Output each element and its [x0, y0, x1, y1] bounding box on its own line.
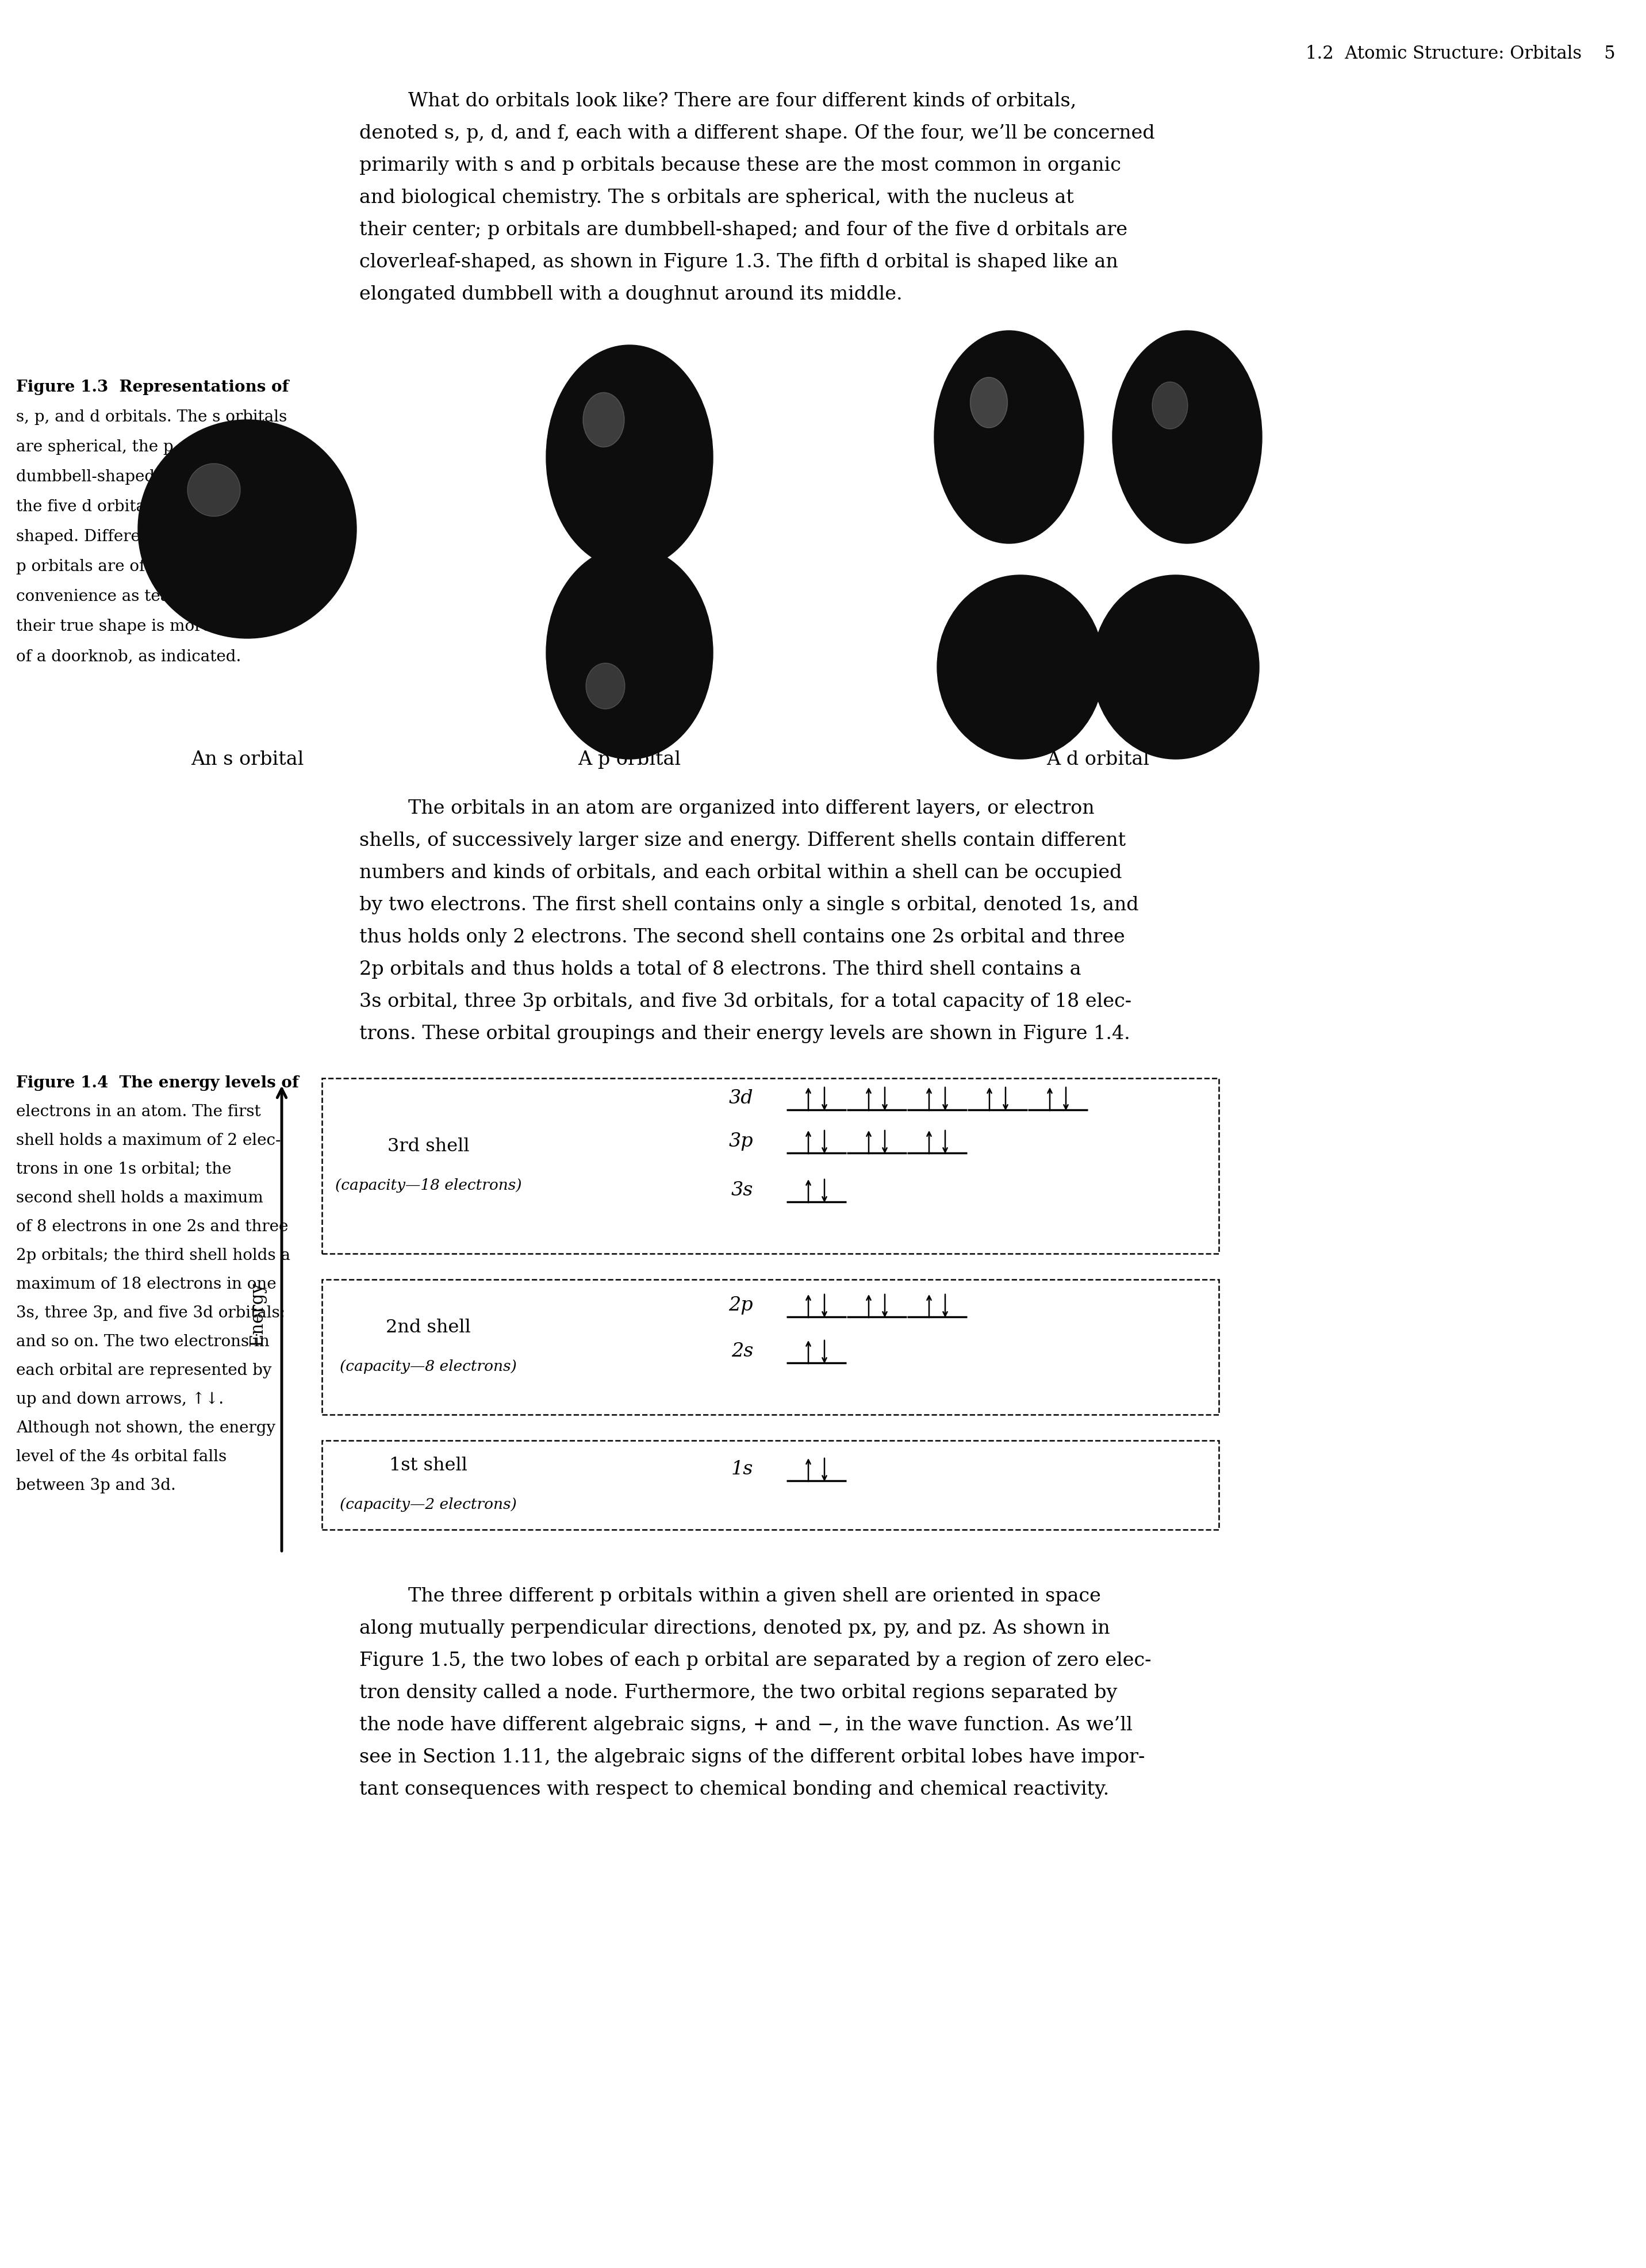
- Text: Figure 1.5, the two lobes of each p orbital are separated by a region of zero el: Figure 1.5, the two lobes of each p orbi…: [359, 1651, 1151, 1669]
- Text: An s orbital: An s orbital: [191, 751, 303, 769]
- Text: are spherical, the p orbitals are: are spherical, the p orbitals are: [16, 440, 272, 456]
- Text: 1st shell: 1st shell: [388, 1456, 467, 1474]
- Text: trons in one 1s orbital; the: trons in one 1s orbital; the: [16, 1161, 232, 1177]
- Text: trons. These orbital groupings and their energy levels are shown in Figure 1.4.: trons. These orbital groupings and their…: [359, 1025, 1131, 1043]
- Text: electrons in an atom. The first: electrons in an atom. The first: [16, 1105, 260, 1120]
- Text: of a doorknob, as indicated.: of a doorknob, as indicated.: [16, 649, 240, 665]
- Text: 3p: 3p: [729, 1132, 754, 1150]
- Ellipse shape: [969, 376, 1007, 429]
- Text: (capacity—8 electrons): (capacity—8 electrons): [339, 1359, 517, 1374]
- Ellipse shape: [546, 547, 713, 760]
- Text: 3d: 3d: [729, 1089, 754, 1107]
- Text: thus holds only 2 electrons. The second shell contains one 2s orbital and three: thus holds only 2 electrons. The second …: [359, 928, 1124, 946]
- Text: numbers and kinds of orbitals, and each orbital within a shell can be occupied: numbers and kinds of orbitals, and each …: [359, 864, 1123, 882]
- Text: tron density called a node. Furthermore, the two orbital regions separated by: tron density called a node. Furthermore,…: [359, 1683, 1118, 1703]
- Ellipse shape: [1093, 576, 1259, 760]
- Ellipse shape: [937, 576, 1104, 760]
- Text: the five d orbitals are cloverleaf-: the five d orbitals are cloverleaf-: [16, 499, 280, 515]
- Text: (capacity—2 electrons): (capacity—2 electrons): [339, 1497, 517, 1513]
- Text: their center; p orbitals are dumbbell-shaped; and four of the five d orbitals ar: their center; p orbitals are dumbbell-sh…: [359, 220, 1128, 238]
- Text: dumbbell-shaped, and four of: dumbbell-shaped, and four of: [16, 469, 253, 485]
- Text: 3s: 3s: [731, 1182, 754, 1200]
- Ellipse shape: [583, 392, 624, 447]
- Text: along mutually perpendicular directions, denoted px, py, and pz. As shown in: along mutually perpendicular directions,…: [359, 1619, 1109, 1637]
- Text: 2s: 2s: [731, 1343, 754, 1361]
- Text: denoted s, p, d, and f, each with a different shape. Of the four, we’ll be conce: denoted s, p, d, and f, each with a diff…: [359, 125, 1155, 143]
- Text: A p orbital: A p orbital: [578, 751, 681, 769]
- Text: 1.2  Atomic Structure: Orbitals    5: 1.2 Atomic Structure: Orbitals 5: [1305, 45, 1615, 64]
- Text: each orbital are represented by: each orbital are represented by: [16, 1363, 272, 1379]
- Text: 2p orbitals; the third shell holds a: 2p orbitals; the third shell holds a: [16, 1247, 290, 1263]
- Text: 1s: 1s: [731, 1461, 754, 1479]
- Text: The three different p orbitals within a given shell are oriented in space: The three different p orbitals within a …: [359, 1588, 1101, 1606]
- Ellipse shape: [586, 662, 625, 710]
- Text: elongated dumbbell with a doughnut around its middle.: elongated dumbbell with a doughnut aroun…: [359, 286, 902, 304]
- Text: and biological chemistry. The s orbitals are spherical, with the nucleus at: and biological chemistry. The s orbitals…: [359, 188, 1073, 206]
- Text: s, p, and d orbitals. The s orbitals: s, p, and d orbitals. The s orbitals: [16, 411, 286, 424]
- Text: shells, of successively larger size and energy. Different shells contain differe: shells, of successively larger size and …: [359, 832, 1126, 850]
- Ellipse shape: [1113, 331, 1262, 544]
- Ellipse shape: [1152, 381, 1188, 429]
- Text: the node have different algebraic signs, + and −, in the wave function. As we’ll: the node have different algebraic signs,…: [359, 1717, 1132, 1735]
- Text: shaped. Different lobes of: shaped. Different lobes of: [16, 528, 226, 544]
- Text: Although not shown, the energy: Although not shown, the energy: [16, 1420, 275, 1436]
- Text: maximum of 18 electrons in one: maximum of 18 electrons in one: [16, 1277, 277, 1293]
- Text: and so on. The two electrons in: and so on. The two electrons in: [16, 1334, 270, 1349]
- Text: tant consequences with respect to chemical bonding and chemical reactivity.: tant consequences with respect to chemic…: [359, 1780, 1109, 1799]
- Ellipse shape: [935, 331, 1083, 544]
- Text: p orbitals are often drawn for: p orbitals are often drawn for: [16, 558, 255, 574]
- Text: Energy: Energy: [249, 1281, 267, 1345]
- Text: convenience as teardrops, but: convenience as teardrops, but: [16, 590, 260, 603]
- Ellipse shape: [546, 345, 713, 569]
- Bar: [323, 1440, 1218, 1529]
- Text: primarily with s and p orbitals because these are the most common in organic: primarily with s and p orbitals because …: [359, 156, 1121, 175]
- Text: by two electrons. The first shell contains only a single s orbital, denoted 1s, : by two electrons. The first shell contai…: [359, 896, 1139, 914]
- Text: cloverleaf-shaped, as shown in Figure 1.3. The fifth d orbital is shaped like an: cloverleaf-shaped, as shown in Figure 1.…: [359, 254, 1118, 272]
- Text: level of the 4s orbital falls: level of the 4s orbital falls: [16, 1449, 227, 1465]
- Text: their true shape is more like that: their true shape is more like that: [16, 619, 283, 635]
- Text: Figure 1.3  Representations of: Figure 1.3 Representations of: [16, 379, 290, 395]
- Text: 3s orbital, three 3p orbitals, and five 3d orbitals, for a total capacity of 18 : 3s orbital, three 3p orbitals, and five …: [359, 993, 1131, 1012]
- Text: (capacity—18 electrons): (capacity—18 electrons): [336, 1179, 522, 1193]
- Text: Figure 1.4  The energy levels of: Figure 1.4 The energy levels of: [16, 1075, 300, 1091]
- Text: A d orbital: A d orbital: [1047, 751, 1149, 769]
- Bar: [323, 1077, 1218, 1254]
- Text: The orbitals in an atom are organized into different layers, or electron: The orbitals in an atom are organized in…: [359, 798, 1095, 819]
- Text: 2p: 2p: [729, 1297, 754, 1315]
- Text: up and down arrows, ↑↓.: up and down arrows, ↑↓.: [16, 1393, 224, 1406]
- Text: 2nd shell: 2nd shell: [385, 1318, 471, 1336]
- Bar: [323, 1279, 1218, 1415]
- Circle shape: [138, 420, 357, 637]
- Text: of 8 electrons in one 2s and three: of 8 electrons in one 2s and three: [16, 1220, 288, 1234]
- Circle shape: [188, 463, 240, 517]
- Text: shell holds a maximum of 2 elec-: shell holds a maximum of 2 elec-: [16, 1132, 281, 1148]
- Text: second shell holds a maximum: second shell holds a maximum: [16, 1191, 263, 1207]
- Text: see in Section 1.11, the algebraic signs of the different orbital lobes have imp: see in Section 1.11, the algebraic signs…: [359, 1749, 1146, 1767]
- Text: 3s, three 3p, and five 3d orbitals;: 3s, three 3p, and five 3d orbitals;: [16, 1306, 285, 1320]
- Text: 3rd shell: 3rd shell: [387, 1139, 469, 1154]
- Text: between 3p and 3d.: between 3p and 3d.: [16, 1479, 176, 1492]
- Text: 2p orbitals and thus holds a total of 8 electrons. The third shell contains a: 2p orbitals and thus holds a total of 8 …: [359, 959, 1081, 980]
- Text: What do orbitals look like? There are four different kinds of orbitals,: What do orbitals look like? There are fo…: [359, 93, 1076, 111]
